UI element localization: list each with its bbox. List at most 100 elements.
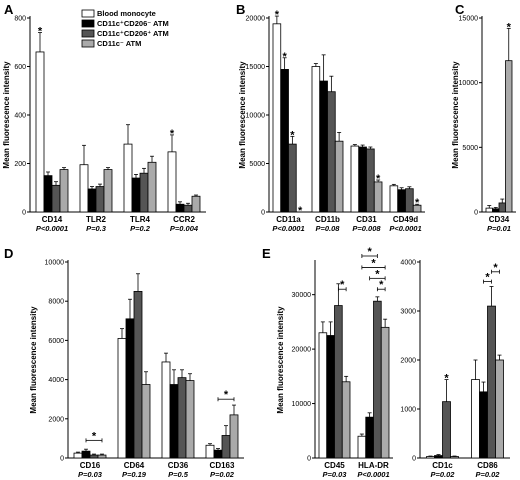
category-label: CD36 — [168, 461, 189, 470]
bar — [389, 185, 399, 213]
bar — [434, 455, 443, 459]
bar — [161, 361, 171, 459]
p-value-label: P=0.02 — [431, 470, 456, 479]
y-tick-label: 2000 — [48, 416, 64, 423]
category-label: CD11b — [315, 215, 340, 224]
bar — [334, 140, 344, 213]
y-tick-label: 10000 — [246, 113, 266, 120]
y-axis-label: Mean fluorescence intensity — [238, 61, 247, 169]
legend-swatch — [81, 19, 95, 28]
y-tick-label: 10000 — [292, 401, 312, 408]
significance-star: * — [375, 268, 380, 280]
category-label: CD14 — [42, 215, 63, 224]
category-label: CD49d — [393, 215, 418, 224]
significance-star: * — [340, 279, 345, 291]
panel-e: E 0 10000 20000 30000 Mean fluorescence inten… — [262, 246, 393, 479]
legend-label: CD11c⁺CD206⁺ ATM — [97, 29, 169, 38]
bar — [288, 143, 297, 213]
bar — [280, 69, 289, 213]
significance-star: * — [415, 197, 420, 209]
bar — [183, 204, 193, 213]
legend-swatch — [81, 29, 95, 38]
bar — [327, 91, 336, 213]
bar — [141, 384, 151, 459]
category-label: CD34 — [489, 215, 510, 224]
p-value-label: P<0.0001 — [389, 224, 421, 233]
bar — [103, 169, 113, 213]
category-label: TLR4 — [130, 215, 151, 224]
bar — [95, 186, 105, 213]
bar — [319, 80, 328, 213]
y-axis-label: Mean fluorescence intensity — [29, 306, 38, 414]
bar — [59, 169, 69, 213]
bar — [213, 449, 223, 459]
significance-star: * — [298, 205, 303, 217]
bar — [334, 305, 343, 459]
y-tick-label: 15000 — [246, 64, 266, 71]
bar — [97, 454, 107, 459]
bar — [495, 359, 504, 459]
significance-star: * — [282, 51, 287, 63]
legend-label: Blood monocyte — [97, 9, 156, 18]
legend-label: CD11c⁻ ATM — [97, 39, 141, 48]
bar — [380, 326, 390, 459]
category-label: HLA-DR — [358, 461, 389, 470]
bar — [43, 175, 53, 213]
panel-letter-e: E — [262, 246, 271, 261]
bar — [79, 164, 89, 213]
bar — [89, 454, 99, 459]
p-value-label: P=0.01 — [487, 224, 511, 233]
y-tick-label: 0 — [307, 456, 311, 463]
p-value-label: P=0.03 — [78, 470, 103, 479]
significance-star: * — [38, 26, 43, 38]
category-label: TLR2 — [86, 215, 107, 224]
bar — [492, 208, 500, 213]
bar — [479, 391, 488, 459]
significance-star: * — [444, 373, 449, 385]
bar — [272, 23, 282, 213]
bar — [373, 181, 383, 213]
bar — [221, 435, 231, 459]
bar — [498, 202, 506, 213]
bar — [366, 148, 375, 213]
significance-star: * — [92, 430, 97, 442]
significance-star: * — [224, 389, 229, 401]
bar — [397, 189, 406, 213]
p-value-label: P<0.0001 — [36, 224, 68, 233]
y-tick-label: 8000 — [48, 299, 64, 306]
bar — [87, 188, 97, 213]
bar — [205, 444, 215, 459]
p-value-label: P=0.2 — [130, 224, 151, 233]
category-label: CD11a — [276, 215, 301, 224]
y-tick-label: 4000 — [48, 377, 64, 384]
bar — [177, 377, 187, 459]
bar — [311, 66, 321, 213]
y-tick-label: 400 — [14, 113, 26, 120]
category-label: CD45 — [324, 461, 345, 470]
panel-c: C 0 5000 10000 15000 Mean fluorescence intens… — [451, 2, 516, 233]
y-axis-label: Mean fluorescence intensity — [451, 61, 460, 169]
y-tick-label: 2000 — [400, 358, 416, 365]
y-tick-label: 0 — [261, 210, 265, 217]
bar — [485, 207, 493, 213]
y-tick-label: 0 — [60, 456, 64, 463]
significance-star: * — [493, 262, 498, 274]
significance-star: * — [376, 173, 381, 185]
significance-star: * — [379, 279, 384, 291]
bar — [365, 416, 374, 459]
bar — [450, 456, 459, 459]
p-value-label: P<0.0001 — [272, 224, 304, 233]
p-value-label: P<0.0001 — [357, 470, 389, 479]
significance-star: * — [170, 128, 175, 140]
significance-star: * — [290, 129, 295, 141]
legend-swatch — [81, 9, 95, 18]
panel-letter-d: D — [4, 246, 13, 261]
bar — [350, 145, 360, 213]
significance-star: * — [371, 257, 376, 269]
bar — [175, 203, 185, 213]
p-value-label: P=0.03 — [323, 470, 348, 479]
bar — [442, 401, 451, 459]
legend-swatch — [81, 39, 95, 48]
y-tick-label: 20000 — [292, 347, 312, 354]
